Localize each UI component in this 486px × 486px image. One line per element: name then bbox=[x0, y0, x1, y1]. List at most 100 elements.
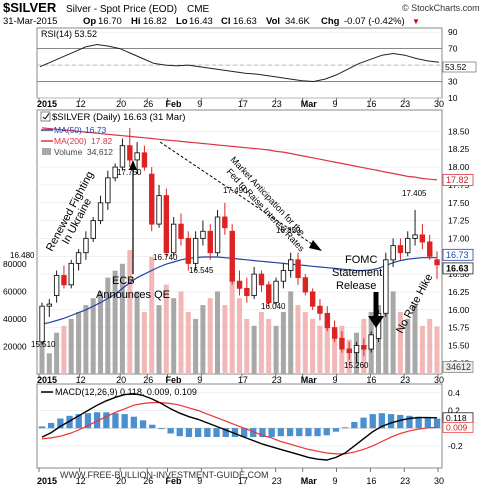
candle-body bbox=[229, 230, 235, 282]
macd-histogram-bar bbox=[121, 414, 128, 429]
volume-bar bbox=[258, 312, 264, 374]
candlestick bbox=[46, 299, 53, 317]
volume-legend-swatch bbox=[42, 148, 51, 155]
macd-histogram-bar bbox=[158, 428, 165, 430]
volume-bar bbox=[427, 318, 433, 374]
macd-histogram-bar bbox=[38, 426, 46, 429]
fomc-event-label-3: Release bbox=[336, 280, 376, 292]
price-tick-label: 18.00 bbox=[448, 162, 470, 172]
volume-bar bbox=[156, 305, 162, 374]
x-tick-label: 12 bbox=[76, 476, 86, 486]
rsi-tick-label: 90 bbox=[448, 27, 458, 37]
candle-body bbox=[200, 230, 206, 239]
candle-body bbox=[353, 345, 360, 354]
candlestick bbox=[222, 202, 228, 235]
candlestick bbox=[200, 220, 206, 246]
candle-body bbox=[317, 305, 323, 314]
candlestick bbox=[156, 184, 162, 228]
annotation-label: 16.850 bbox=[276, 226, 301, 235]
candle-body bbox=[331, 327, 338, 339]
candle-body bbox=[258, 273, 265, 286]
x-tick-label: 20 bbox=[116, 476, 126, 486]
x-tick-label: Mar bbox=[301, 476, 318, 486]
checkbox-icon bbox=[40, 111, 51, 122]
macd-histogram-bar bbox=[424, 418, 431, 429]
x-tick-label: 9 bbox=[333, 99, 338, 109]
close-label: Cl bbox=[221, 16, 231, 27]
candlestick bbox=[427, 234, 433, 260]
candle-body bbox=[405, 237, 411, 254]
volume-bar bbox=[237, 298, 242, 374]
volume-legend-name: Volume bbox=[54, 147, 83, 157]
macd-histogram-bar bbox=[351, 422, 358, 429]
candlestick bbox=[390, 238, 396, 267]
candlestick bbox=[368, 331, 374, 353]
rsi-title: RSI(14) 53.52 bbox=[41, 29, 97, 39]
candle-body bbox=[119, 145, 126, 168]
price-tick-label: 18.50 bbox=[448, 126, 470, 136]
macd-panel: -0.2 0.2 0.4 MACD(12,26,9) 0.118, 0.009, 0… bbox=[36, 383, 474, 480]
annotation-label: 15.510 bbox=[31, 340, 56, 349]
fomc-event-label: FOMC bbox=[345, 254, 377, 266]
volume-tick-label: 60000 bbox=[3, 286, 27, 296]
candle-body bbox=[361, 345, 367, 350]
candlestick bbox=[346, 341, 352, 360]
macd-histogram-bar bbox=[103, 412, 110, 429]
candlestick bbox=[90, 217, 96, 242]
candle-body bbox=[368, 334, 374, 350]
candlestick bbox=[251, 266, 257, 300]
candlestick bbox=[295, 252, 301, 285]
candlestick bbox=[214, 209, 221, 257]
volume-bar bbox=[46, 353, 52, 374]
x-tick-label: 26 bbox=[143, 375, 153, 385]
candle-body bbox=[141, 152, 148, 168]
macd-tick-label: 0.2 bbox=[448, 406, 460, 416]
low-value: 16.43 bbox=[189, 16, 213, 27]
volume-bar bbox=[171, 298, 177, 374]
candlestick bbox=[53, 270, 60, 303]
price-title: $SILVER (Daily) 16.63 (31 Mar) bbox=[52, 112, 185, 123]
signal-value-badge-text: 0.009 bbox=[446, 422, 468, 432]
volume-bar bbox=[229, 270, 235, 374]
x-axis: 2015 2015 2015 12 12 12 20 20 20 26 26 26 Feb Feb Feb 9… bbox=[37, 98, 444, 486]
price-tick-label: 17.50 bbox=[448, 198, 470, 208]
candle-body bbox=[280, 270, 287, 282]
macd-histogram-bar bbox=[213, 428, 220, 437]
candlestick bbox=[178, 213, 184, 246]
volume-bar bbox=[134, 291, 140, 374]
candle-body bbox=[75, 252, 82, 264]
macd-histogram-bar bbox=[286, 428, 294, 437]
macd-histogram-bar bbox=[259, 428, 266, 437]
macd-histogram-bar bbox=[323, 428, 330, 436]
candlestick bbox=[397, 238, 404, 260]
candle-body bbox=[97, 202, 104, 222]
macd-histogram-bar bbox=[314, 428, 321, 437]
candlestick bbox=[68, 259, 74, 289]
fomc-event-label-2: Statement bbox=[332, 267, 382, 279]
volume-badge-text: 34612 bbox=[446, 362, 471, 372]
x-tick-label: 26 bbox=[143, 476, 153, 486]
candlestick bbox=[361, 338, 367, 357]
candlestick bbox=[434, 251, 440, 280]
annotation-label: 16.480 bbox=[10, 251, 35, 260]
macd-histogram-bar bbox=[66, 415, 73, 429]
price-tick-label: 15.50 bbox=[448, 340, 470, 350]
candle-body bbox=[178, 223, 184, 239]
x-tick-label: 9 bbox=[333, 476, 338, 486]
volume-tick-label: 20000 bbox=[3, 341, 27, 351]
candlestick bbox=[353, 341, 360, 363]
x-tick-label: Feb bbox=[165, 99, 182, 109]
annotation-label: 15.260 bbox=[344, 361, 369, 370]
macd-histogram-bar bbox=[84, 413, 92, 429]
ma50-legend-value: 16.73 bbox=[85, 125, 107, 135]
annotation-label: 17.405 bbox=[402, 189, 427, 198]
candle-body bbox=[61, 275, 67, 286]
volume-bar bbox=[141, 312, 147, 374]
x-tick-label: 9 bbox=[197, 375, 202, 385]
volume-bar bbox=[127, 250, 133, 374]
candlestick bbox=[119, 138, 126, 171]
open-label: Op bbox=[83, 16, 96, 27]
volume-tick-label: 40000 bbox=[3, 314, 27, 324]
rsi-tick-label: 10 bbox=[448, 93, 458, 103]
x-tick-label: 17 bbox=[238, 99, 248, 109]
